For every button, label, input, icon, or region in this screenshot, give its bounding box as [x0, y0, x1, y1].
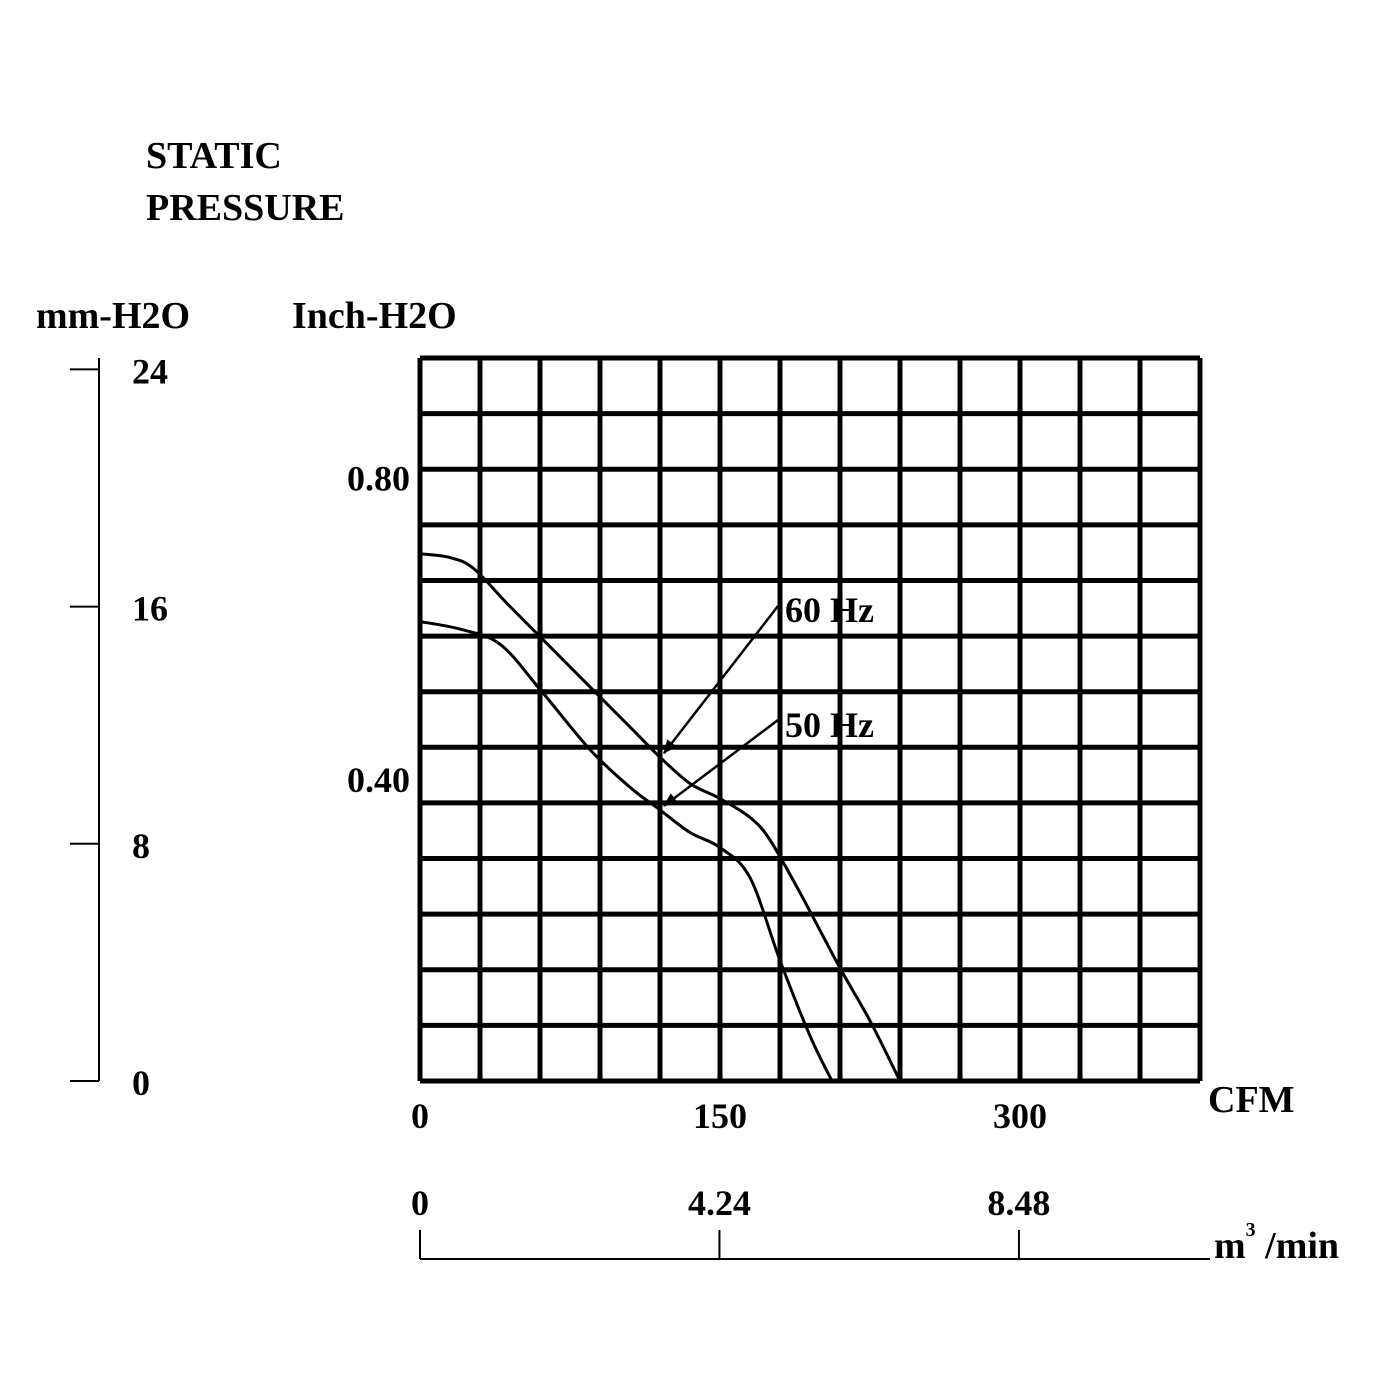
annotation-label: 60 Hz [785, 590, 874, 630]
series-line-50hz [419, 620, 834, 1082]
left-axis-tick-label: 16 [132, 589, 168, 629]
left-axis-tick-label: 24 [132, 351, 168, 391]
x-secondary-tick-label: 8.48 [987, 1183, 1050, 1223]
x-tick-label: 0 [411, 1096, 429, 1136]
chart-title-line-2: PRESSURE [146, 187, 345, 229]
annotation-arrow [663, 605, 779, 754]
x-secondary-axis-label: m3 /min [1214, 1219, 1339, 1267]
series-group [419, 552, 902, 1082]
y-tick-label: 0.80 [347, 459, 410, 499]
x-tick-label: 300 [993, 1096, 1047, 1136]
annotation-arrow [663, 719, 779, 807]
y-tick-label: 0.40 [347, 760, 410, 800]
chart-title-line-1: STATIC [146, 135, 282, 177]
x-axis-label: CFM [1208, 1079, 1295, 1121]
plot-grid [417, 355, 1203, 1084]
left-axis-tick-label: 8 [132, 826, 150, 866]
left-axis-unit: mm-H2O [36, 295, 190, 337]
y-axis-label: Inch-H2O [292, 295, 457, 337]
x-secondary-axis-ticks: 0 4.24 8.48 [411, 1183, 1050, 1259]
x-tick-label: 150 [693, 1096, 747, 1136]
left-axis-tick-label: 0 [132, 1063, 150, 1103]
y-axis-ticks: 0.80 0.40 [347, 459, 410, 800]
x-secondary-tick-label: 0 [411, 1183, 429, 1223]
x-secondary-tick-label: 4.24 [688, 1183, 751, 1223]
x-axis-ticks: 0 150 300 [411, 1096, 1047, 1136]
annotation-label: 50 Hz [785, 705, 874, 745]
annotations-group: 60 Hz 50 Hz [663, 590, 874, 807]
left-axis-ticks: 24 16 8 0 [70, 351, 168, 1103]
series-line-60hz [419, 552, 902, 1082]
